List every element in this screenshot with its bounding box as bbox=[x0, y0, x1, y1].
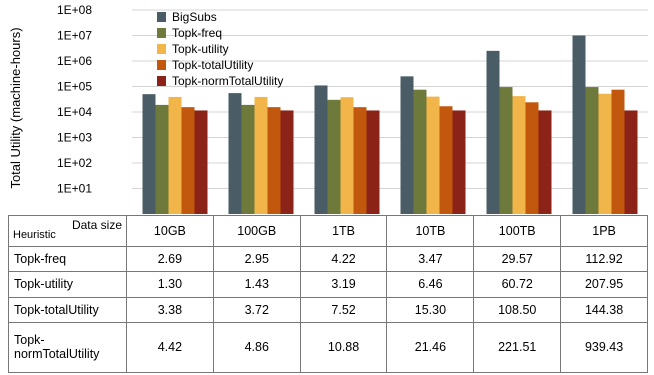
table-row: Topk-totalUtility 3.38 3.72 7.52 15.30 108.50… bbox=[8, 296, 648, 323]
legend-swatch bbox=[157, 60, 166, 70]
table-cell: 144.38 bbox=[560, 296, 648, 323]
speedup-table: Data size Heuristic 10GB 100GB 1TB 10TB 100TB 1… bbox=[8, 214, 648, 374]
heuristic-label: Heuristic bbox=[13, 229, 56, 242]
bar bbox=[340, 97, 354, 214]
table-cell: 108.50 bbox=[473, 296, 562, 323]
legend: BigSubs Topk-freq Topk-utility Topk-totalUt… bbox=[157, 10, 283, 88]
table-cell: 1.43 bbox=[212, 271, 301, 298]
legend-swatch bbox=[157, 12, 166, 22]
y-tick-label: 1E+01 bbox=[57, 182, 92, 196]
table-row: Topk-utility 1.30 1.43 3.19 6.46 60.72 207.95 bbox=[8, 271, 648, 298]
bar bbox=[611, 89, 625, 214]
legend-label: Topk-utility bbox=[172, 42, 229, 56]
bar bbox=[512, 96, 526, 214]
bar bbox=[426, 96, 440, 214]
table-cell: 2.69 bbox=[126, 246, 214, 273]
bars bbox=[142, 35, 638, 214]
column-header: 100TB bbox=[473, 214, 562, 248]
bar bbox=[486, 50, 500, 214]
y-tick-label: 1E+04 bbox=[57, 105, 92, 119]
grid-lines bbox=[132, 9, 648, 189]
column-header: 10TB bbox=[386, 214, 475, 248]
y-tick-label: 1E+02 bbox=[57, 156, 92, 170]
column-header: 1PB bbox=[560, 214, 648, 248]
table-cell: 3.72 bbox=[212, 296, 301, 323]
bar bbox=[142, 94, 156, 214]
bar bbox=[499, 87, 513, 214]
legend-label: Topk-freq bbox=[172, 26, 222, 40]
bar bbox=[194, 110, 208, 214]
table-cell: 7.52 bbox=[299, 296, 388, 323]
y-tick-label: 1E+06 bbox=[57, 54, 92, 68]
bar bbox=[598, 93, 612, 214]
table-cell: 4.42 bbox=[126, 321, 214, 374]
bar bbox=[155, 104, 169, 214]
bar bbox=[400, 76, 414, 214]
table-cell: 15.30 bbox=[386, 296, 475, 323]
table-header-row: Data size Heuristic 10GB 100GB 1TB 10TB 100TB 1… bbox=[8, 214, 648, 248]
table-cell: 221.51 bbox=[473, 321, 562, 374]
bar bbox=[452, 110, 466, 214]
bar bbox=[572, 35, 586, 214]
bar bbox=[241, 104, 255, 214]
row-header: Topk-normTotalUtility bbox=[8, 321, 127, 374]
bar bbox=[327, 99, 341, 214]
bar bbox=[413, 89, 427, 214]
bar bbox=[228, 93, 242, 214]
legend-label: BigSubs bbox=[172, 10, 217, 24]
y-tick-label: 1E+07 bbox=[57, 29, 92, 43]
bar bbox=[314, 85, 328, 214]
table-cell: 3.19 bbox=[299, 271, 388, 298]
data-size-label: Data size bbox=[71, 218, 122, 232]
y-tick-label: 1E+05 bbox=[57, 80, 92, 94]
table-cell: 1.30 bbox=[126, 271, 214, 298]
bar bbox=[525, 102, 539, 214]
table-cell: 3.47 bbox=[386, 246, 475, 273]
column-header: 10GB bbox=[126, 214, 214, 248]
legend-swatch bbox=[157, 44, 166, 54]
row-header: Topk-freq bbox=[8, 246, 127, 273]
column-header: 100GB bbox=[212, 214, 301, 248]
table-cell: 2.95 bbox=[212, 246, 301, 273]
table-cell: 207.95 bbox=[560, 271, 648, 298]
y-tick-labels: 1E+01 1E+02 1E+03 1E+04 1E+05 1E+06 1E+07 1E+08 bbox=[57, 3, 92, 196]
table-row: Topk-normTotalUtility 4.42 4.86 10.88 21.46 2… bbox=[8, 321, 648, 374]
table-corner-cell: Data size Heuristic bbox=[8, 214, 127, 248]
bar bbox=[585, 87, 599, 214]
table-cell: 112.92 bbox=[560, 246, 648, 273]
bar bbox=[353, 107, 367, 214]
column-header: 1TB bbox=[299, 214, 388, 248]
utility-bar-chart: 1E+01 1E+02 1E+03 1E+04 1E+05 1E+06 1E+07 1E+08… bbox=[8, 3, 648, 214]
y-tick-label: 1E+08 bbox=[57, 3, 92, 17]
bar bbox=[366, 110, 380, 214]
table-cell: 4.22 bbox=[299, 246, 388, 273]
bar bbox=[267, 107, 281, 214]
bar bbox=[624, 110, 638, 214]
table-cell: 3.38 bbox=[126, 296, 214, 323]
legend-label: Topk-totalUtility bbox=[172, 58, 253, 72]
bar bbox=[181, 107, 195, 214]
row-header: Topk-utility bbox=[8, 271, 127, 298]
bar bbox=[538, 110, 552, 214]
bar bbox=[168, 96, 182, 214]
table-cell: 10.88 bbox=[299, 321, 388, 374]
bar bbox=[280, 110, 294, 214]
table-row: Topk-freq 2.69 2.95 4.22 3.47 29.57 112.92 bbox=[8, 246, 648, 273]
bar bbox=[254, 96, 268, 214]
y-tick-label: 1E+03 bbox=[57, 131, 92, 145]
table-cell: 60.72 bbox=[473, 271, 562, 298]
legend-swatch bbox=[157, 76, 166, 86]
table-cell: 6.46 bbox=[386, 271, 475, 298]
table-cell: 4.86 bbox=[212, 321, 301, 374]
table-cell: 21.46 bbox=[386, 321, 475, 374]
legend-swatch bbox=[157, 28, 166, 38]
y-axis-label: Total Utility (machine-hours) bbox=[8, 27, 23, 188]
row-header: Topk-totalUtility bbox=[8, 296, 127, 323]
table-cell: 29.57 bbox=[473, 246, 562, 273]
table-cell: 939.43 bbox=[560, 321, 648, 374]
bar bbox=[439, 106, 453, 214]
legend-label: Topk-normTotalUtility bbox=[172, 74, 283, 88]
